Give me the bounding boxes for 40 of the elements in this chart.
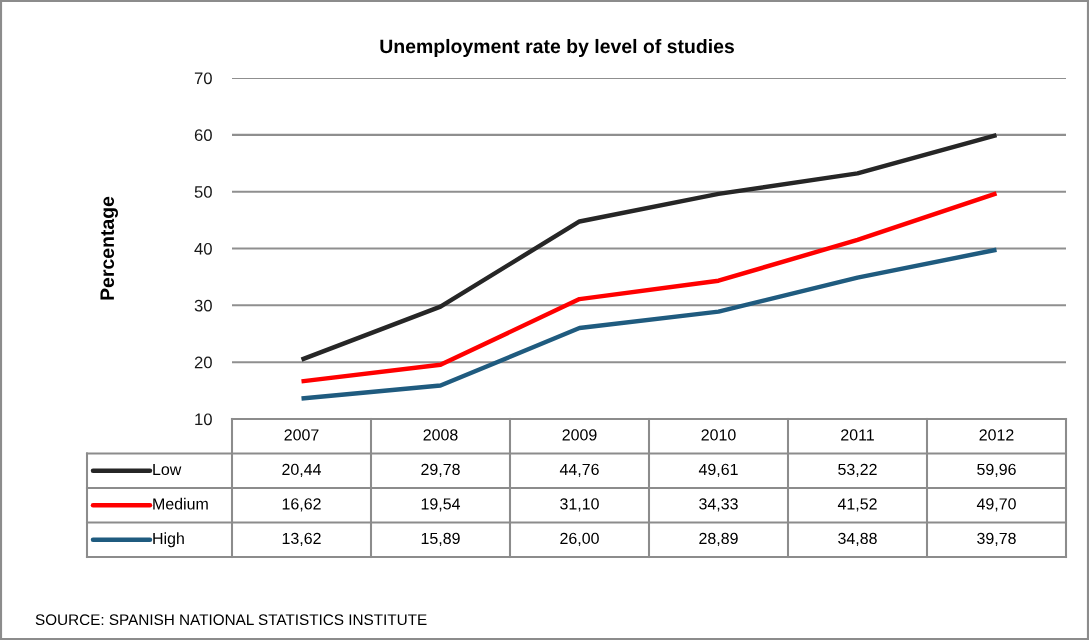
y-tick-label: 70 — [194, 72, 212, 85]
data-label: 15,89 — [421, 532, 460, 546]
data-label: 16,62 — [282, 498, 321, 512]
legend-label: High — [153, 532, 184, 548]
y-tick-label: 60 — [194, 129, 212, 142]
data-label: 53,22 — [838, 463, 877, 477]
data-label: 41,52 — [837, 498, 877, 512]
y-tick-label: 20 — [194, 356, 212, 369]
chart-title: Unemployment rate by level of studies — [380, 38, 734, 58]
data-label: 44,76 — [559, 463, 599, 477]
x-tick-label: 2010 — [701, 429, 736, 441]
line-series — [299, 132, 999, 362]
data-label: 49,70 — [976, 498, 1016, 512]
y-tick-label: 10 — [195, 413, 212, 426]
data-label: 19,54 — [421, 498, 461, 512]
y-tick-label: 30 — [194, 299, 212, 312]
data-label: 34,88 — [838, 532, 877, 546]
data-label: 28,89 — [699, 532, 738, 546]
y-tick-label: 40 — [194, 242, 212, 255]
legend-label: Low — [153, 463, 182, 476]
legend-label: Medium — [153, 497, 208, 510]
x-tick-label: 2008 — [423, 429, 458, 441]
data-label: 49,61 — [698, 463, 738, 477]
x-tick-label: 2009 — [562, 429, 597, 441]
x-tick-label: 2012 — [979, 429, 1014, 441]
y-tick-label: 50 — [194, 186, 212, 198]
data-label: 29,78 — [421, 463, 460, 477]
data-label: 39,78 — [977, 532, 1016, 546]
source-note: SOURCE: SPANISH NATIONAL STATISTICS INSTITUTE — [35, 614, 427, 626]
data-label: 20,44 — [282, 463, 322, 477]
y-axis-title: Percentage — [100, 196, 118, 300]
data-label: 34,33 — [699, 498, 738, 512]
x-tick-label: 2011 — [841, 429, 874, 441]
data-label: 31,10 — [560, 498, 599, 512]
data-label: 59,96 — [977, 463, 1016, 477]
line-series — [299, 247, 999, 401]
x-tick-label: 2007 — [284, 429, 319, 441]
data-label: 26,00 — [560, 532, 599, 546]
line-series — [299, 191, 999, 384]
data-label: 13,62 — [282, 532, 321, 546]
